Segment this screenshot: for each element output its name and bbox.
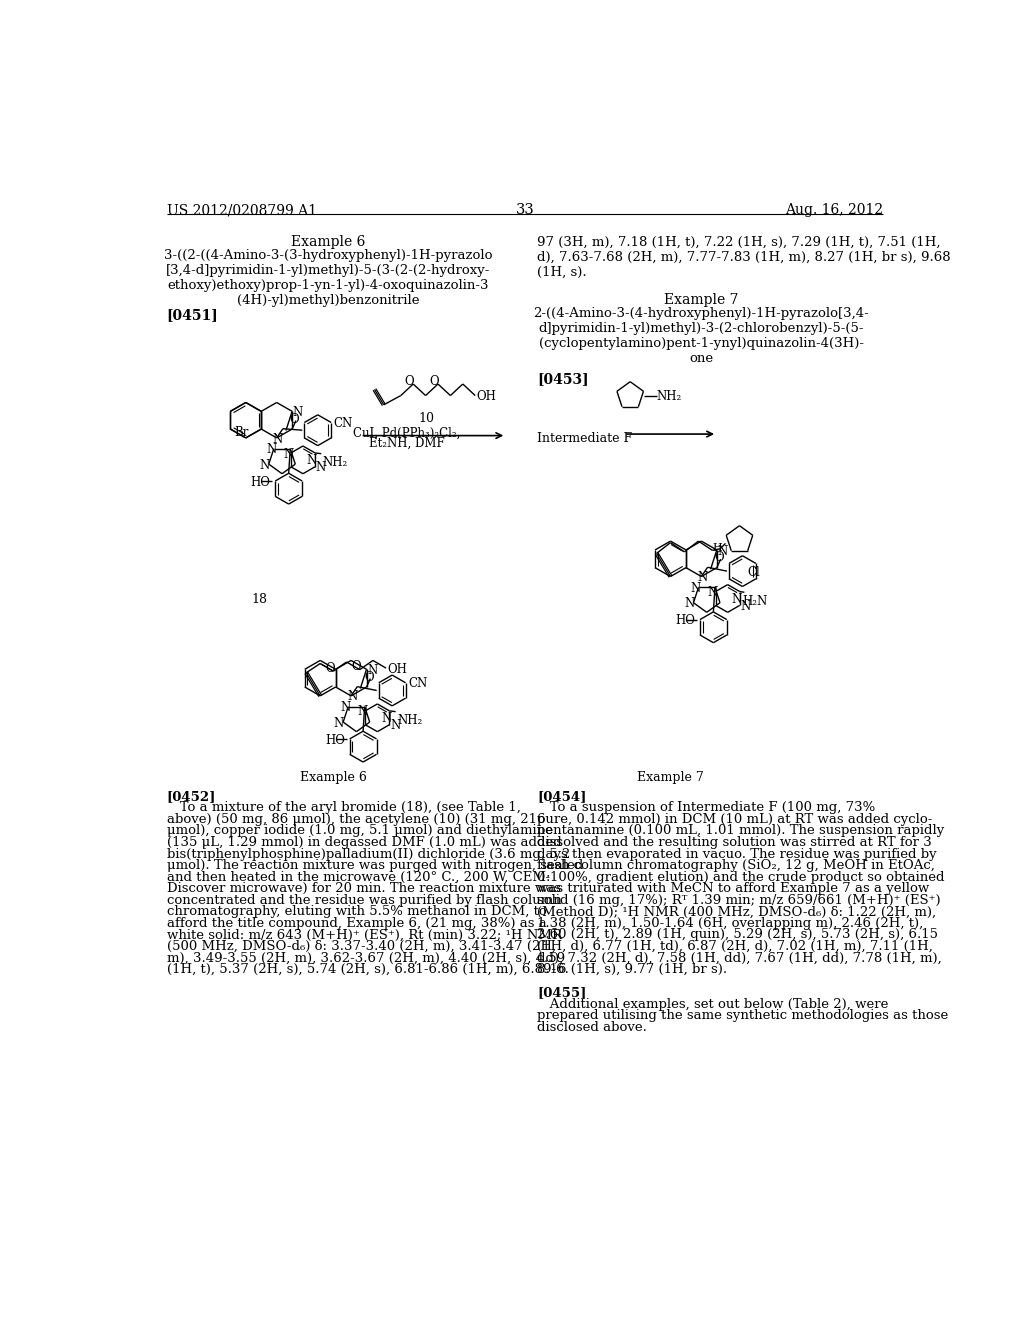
Text: and then heated in the microwave (120° C., 200 W, CEM:: and then heated in the microwave (120° C… bbox=[167, 871, 550, 883]
Text: 33: 33 bbox=[515, 203, 535, 216]
Text: N: N bbox=[708, 586, 718, 599]
Text: N: N bbox=[390, 719, 400, 733]
Text: [0455]: [0455] bbox=[538, 986, 587, 999]
Text: N: N bbox=[731, 593, 741, 606]
Text: Example 7: Example 7 bbox=[637, 771, 703, 784]
Text: μmol), copper iodide (1.0 mg, 5.1 μmol) and diethylamine: μmol), copper iodide (1.0 mg, 5.1 μmol) … bbox=[167, 825, 553, 837]
Text: O: O bbox=[352, 660, 361, 673]
Text: (135 μL, 1.29 mmol) in degassed DMF (1.0 mL) was added: (135 μL, 1.29 mmol) in degassed DMF (1.0… bbox=[167, 836, 561, 849]
Text: dissolved and the resulting solution was stirred at RT for 3: dissolved and the resulting solution was… bbox=[538, 836, 932, 849]
Text: Example 7: Example 7 bbox=[665, 293, 738, 308]
Text: N: N bbox=[740, 601, 751, 612]
Text: NH₂: NH₂ bbox=[397, 714, 423, 727]
Text: N: N bbox=[718, 545, 728, 557]
Text: 1.38 (2H, m), 1.50-1.64 (6H, overlapping m), 2.46 (2H, t),: 1.38 (2H, m), 1.50-1.64 (6H, overlapping… bbox=[538, 917, 924, 929]
Text: (1H, d), 6.77 (1H, td), 6.87 (2H, d), 7.02 (1H, m), 7.11 (1H,: (1H, d), 6.77 (1H, td), 6.87 (2H, d), 7.… bbox=[538, 940, 933, 953]
Text: above) (50 mg, 86 μmol), the acetylene (10) (31 mg, 216: above) (50 mg, 86 μmol), the acetylene (… bbox=[167, 813, 545, 826]
Text: Intermediate F: Intermediate F bbox=[538, 432, 633, 445]
Text: N: N bbox=[334, 717, 344, 730]
Text: [0454]: [0454] bbox=[538, 789, 587, 803]
Text: N: N bbox=[381, 713, 391, 726]
Text: NH₂: NH₂ bbox=[656, 391, 682, 403]
Text: solid (16 mg, 17%); Rᵀ 1.39 min; m/z 659/661 (M+H)⁺ (ES⁺): solid (16 mg, 17%); Rᵀ 1.39 min; m/z 659… bbox=[538, 894, 941, 907]
Text: N: N bbox=[341, 701, 351, 714]
Text: (Method D); ¹H NMR (400 MHz, DMSO-d₆) δ: 1.22 (2H, m),: (Method D); ¹H NMR (400 MHz, DMSO-d₆) δ:… bbox=[538, 906, 936, 919]
Text: N: N bbox=[347, 690, 357, 704]
Text: N: N bbox=[357, 705, 368, 718]
Text: N: N bbox=[266, 444, 276, 457]
Text: N: N bbox=[259, 459, 269, 471]
Text: CuI, Pd(PPh₃)₂Cl₂,: CuI, Pd(PPh₃)₂Cl₂, bbox=[353, 426, 461, 440]
Text: N: N bbox=[293, 407, 303, 418]
Text: pure, 0.142 mmol) in DCM (10 mL) at RT was added cyclo-: pure, 0.142 mmol) in DCM (10 mL) at RT w… bbox=[538, 813, 933, 826]
Text: Example 6: Example 6 bbox=[300, 771, 367, 784]
Text: prepared utilising the same synthetic methodologies as those: prepared utilising the same synthetic me… bbox=[538, 1010, 948, 1022]
Text: 2-((4-Amino-3-(4-hydroxyphenyl)-1H-pyrazolo[3,4-
d]pyrimidin-1-yl)methyl)-3-(2-c: 2-((4-Amino-3-(4-hydroxyphenyl)-1H-pyraz… bbox=[534, 308, 869, 366]
Text: Cl: Cl bbox=[748, 566, 760, 579]
Text: Et₂NH, DMF: Et₂NH, DMF bbox=[369, 437, 444, 450]
Text: 97 (3H, m), 7.18 (1H, t), 7.22 (1H, s), 7.29 (1H, t), 7.51 (1H,
d), 7.63-7.68 (2: 97 (3H, m), 7.18 (1H, t), 7.22 (1H, s), … bbox=[538, 235, 951, 279]
Text: [0453]: [0453] bbox=[538, 372, 589, 387]
Text: [0451]: [0451] bbox=[167, 308, 218, 322]
Text: N: N bbox=[368, 664, 378, 677]
Text: CN: CN bbox=[334, 417, 352, 430]
Text: chromatography, eluting with 5.5% methanol in DCM, to: chromatography, eluting with 5.5% methan… bbox=[167, 906, 547, 919]
Text: Aug. 16, 2012: Aug. 16, 2012 bbox=[784, 203, 883, 216]
Text: H: H bbox=[713, 543, 723, 553]
Text: Additional examples, set out below (Table 2), were: Additional examples, set out below (Tabl… bbox=[538, 998, 889, 1011]
Text: disclosed above.: disclosed above. bbox=[538, 1020, 647, 1034]
Text: 18: 18 bbox=[252, 594, 267, 606]
Text: To a mixture of the aryl bromide (18), (see Table 1,: To a mixture of the aryl bromide (18), (… bbox=[167, 801, 520, 814]
Text: NH₂: NH₂ bbox=[323, 455, 348, 469]
Text: H₂N: H₂N bbox=[742, 594, 767, 607]
Text: m), 3.49-3.55 (2H, m), 3.62-3.67 (2H, m), 4.40 (2H, s), 4.59: m), 3.49-3.55 (2H, m), 3.62-3.67 (2H, m)… bbox=[167, 952, 565, 965]
Text: N: N bbox=[315, 462, 326, 474]
Text: Example 6: Example 6 bbox=[291, 235, 366, 249]
Text: O: O bbox=[429, 375, 439, 388]
Text: HO: HO bbox=[251, 475, 270, 488]
Text: flash column chromatography (SiO₂, 12 g, MeOH in EtOAc,: flash column chromatography (SiO₂, 12 g,… bbox=[538, 859, 935, 873]
Text: was triturated with MeCN to afford Example 7 as a yellow: was triturated with MeCN to afford Examp… bbox=[538, 882, 930, 895]
Text: Discover microwave) for 20 min. The reaction mixture was: Discover microwave) for 20 min. The reac… bbox=[167, 882, 561, 895]
Text: HO: HO bbox=[325, 734, 345, 747]
Text: concentrated and the residue was purified by flash column: concentrated and the residue was purifie… bbox=[167, 894, 561, 907]
Text: N: N bbox=[697, 572, 708, 585]
Text: To a suspension of Intermediate F (100 mg, 73%: To a suspension of Intermediate F (100 m… bbox=[538, 801, 876, 814]
Text: dd), 7.32 (2H, d), 7.58 (1H, dd), 7.67 (1H, dd), 7.78 (1H, m),: dd), 7.32 (2H, d), 7.58 (1H, dd), 7.67 (… bbox=[538, 952, 942, 965]
Text: 2.60 (2H, t), 2.89 (1H, quin), 5.29 (2H, s), 5.73 (2H, s), 6.15: 2.60 (2H, t), 2.89 (1H, quin), 5.29 (2H,… bbox=[538, 928, 938, 941]
Text: N: N bbox=[307, 454, 317, 467]
Text: O: O bbox=[715, 552, 724, 565]
Text: μmol). The reaction mixture was purged with nitrogen, sealed: μmol). The reaction mixture was purged w… bbox=[167, 859, 583, 873]
Text: HO: HO bbox=[675, 614, 695, 627]
Text: O: O bbox=[290, 413, 299, 426]
Text: bis(triphenylphosphine)palladium(II) dichloride (3.6 mg, 5.2: bis(triphenylphosphine)palladium(II) dic… bbox=[167, 847, 570, 861]
Text: CN: CN bbox=[408, 677, 427, 690]
Text: (500 MHz, DMSO-d₆) δ: 3.37-3.40 (2H, m), 3.41-3.47 (2H,: (500 MHz, DMSO-d₆) δ: 3.37-3.40 (2H, m),… bbox=[167, 940, 556, 953]
Text: afford the title compound, Example 6, (21 mg, 38%) as a: afford the title compound, Example 6, (2… bbox=[167, 917, 547, 929]
Text: (1H, t), 5.37 (2H, s), 5.74 (2H, s), 6.81-6.86 (1H, m), 6.89-6.: (1H, t), 5.37 (2H, s), 5.74 (2H, s), 6.8… bbox=[167, 964, 568, 975]
Text: white solid: m/z 643 (M+H)⁺ (ES⁺), Rt (min) 3.22; ¹H NMR: white solid: m/z 643 (M+H)⁺ (ES⁺), Rt (m… bbox=[167, 928, 562, 941]
Text: OH: OH bbox=[388, 663, 408, 676]
Text: O: O bbox=[326, 663, 335, 675]
Text: N: N bbox=[691, 582, 701, 595]
Text: days then evaporated in vacuo. The residue was purified by: days then evaporated in vacuo. The resid… bbox=[538, 847, 937, 861]
Text: 3-((2-((4-Amino-3-(3-hydroxyphenyl)-1H-pyrazolo
[3,4-d]pyrimidin-1-yl)methyl)-5-: 3-((2-((4-Amino-3-(3-hydroxyphenyl)-1H-p… bbox=[164, 249, 493, 308]
Text: [0452]: [0452] bbox=[167, 789, 216, 803]
Text: Br: Br bbox=[233, 425, 249, 438]
Text: OH: OH bbox=[477, 391, 497, 403]
Text: 0-100%, gradient elution) and the crude product so obtained: 0-100%, gradient elution) and the crude … bbox=[538, 871, 945, 883]
Text: US 2012/0208799 A1: US 2012/0208799 A1 bbox=[167, 203, 316, 216]
Text: N: N bbox=[272, 433, 283, 446]
Text: 10: 10 bbox=[419, 412, 434, 425]
Text: N: N bbox=[283, 447, 294, 461]
Text: O: O bbox=[404, 375, 414, 388]
Text: N: N bbox=[684, 598, 694, 610]
Text: 8.16 (1H, s), 9.77 (1H, br s).: 8.16 (1H, s), 9.77 (1H, br s). bbox=[538, 964, 727, 975]
Text: O: O bbox=[364, 671, 374, 684]
Text: pentanamine (0.100 mL, 1.01 mmol). The suspension rapidly: pentanamine (0.100 mL, 1.01 mmol). The s… bbox=[538, 825, 944, 837]
